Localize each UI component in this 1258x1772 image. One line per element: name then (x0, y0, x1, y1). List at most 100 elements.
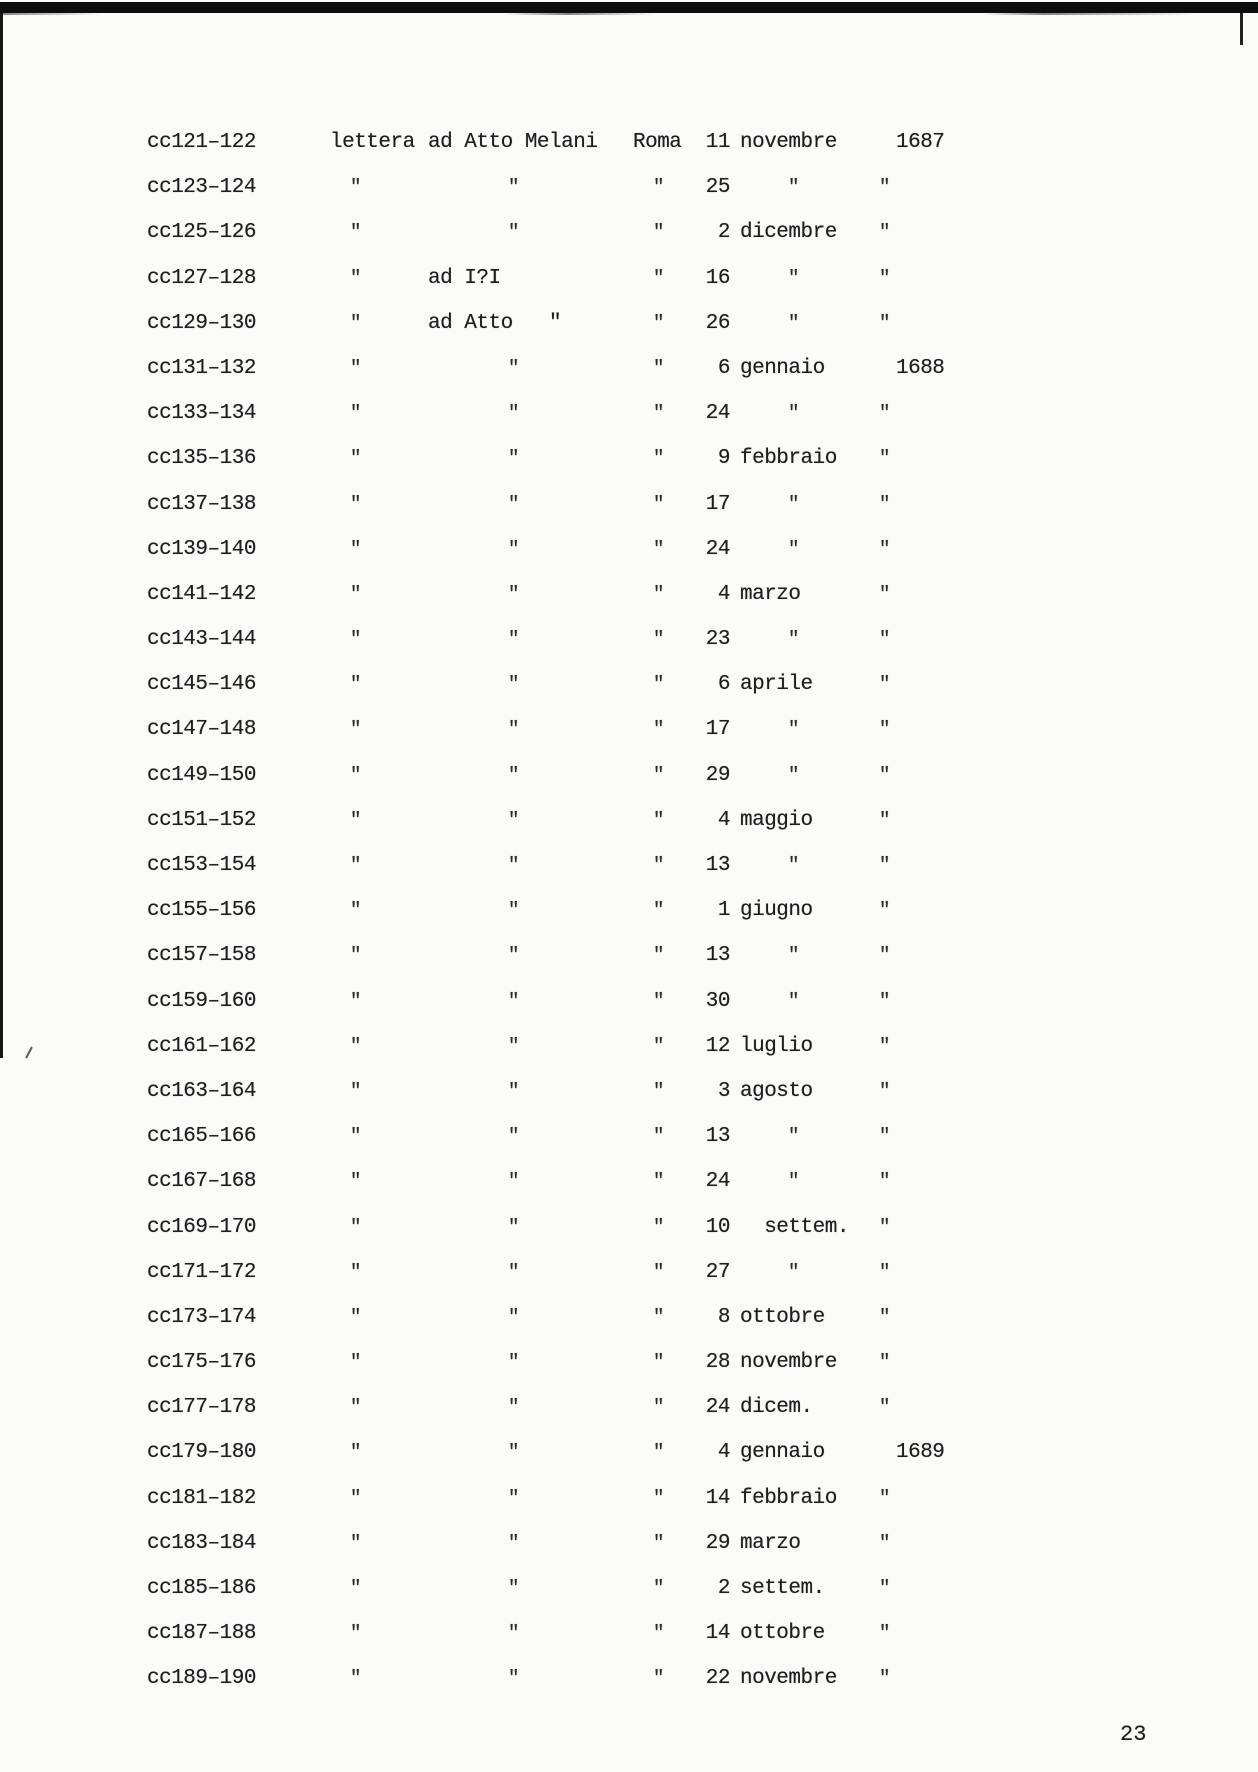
year: 1687 (896, 131, 945, 154)
year: " (879, 1577, 890, 1599)
addressee: " (508, 1260, 519, 1283)
doc-type: " (350, 1486, 361, 1509)
addressee: " (508, 447, 519, 470)
doc-type: lettera (330, 131, 415, 154)
doc-type: " (350, 447, 361, 470)
doc-type: " (350, 1396, 361, 1419)
place: " (653, 356, 664, 379)
folio-range: cc185–186 (147, 1577, 256, 1600)
day: 24 (705, 1170, 731, 1194)
doc-type: " (350, 854, 361, 876)
year: " (879, 582, 890, 605)
scan-top-edge-bar (0, 2, 1258, 15)
day: 25 (705, 176, 731, 200)
doc-type: " (350, 763, 361, 786)
doc-type: " (350, 1531, 361, 1554)
day: 13 (705, 944, 731, 968)
table-row: cc171–172 " " " 27 " " (0, 1250, 1258, 1295)
table-row: cc127–128 " ad I?I " 16 " " (0, 256, 1258, 301)
place: " (653, 1531, 664, 1554)
folio-range: cc165–166 (147, 1125, 256, 1149)
addressee: " (508, 628, 519, 651)
folio-range: cc137–138 (147, 492, 256, 516)
place: " (653, 447, 664, 470)
day: 22 (705, 1667, 731, 1691)
addressee: " (508, 1486, 519, 1509)
month: " (788, 1170, 799, 1193)
table-row: cc153–154 " " " 13 " " (0, 843, 1258, 888)
addressee: " (508, 763, 519, 786)
month: " (788, 718, 799, 741)
month: " (788, 944, 799, 967)
year: " (879, 1351, 890, 1374)
folio-range: cc179–180 (147, 1441, 256, 1465)
place: " (653, 1577, 664, 1599)
doc-type: " (350, 1034, 361, 1057)
folio-range: cc175–176 (147, 1351, 256, 1375)
table-row: cc185–186 " " " 2 settem. " (0, 1566, 1258, 1611)
place: " (653, 266, 664, 289)
folio-range: cc149–150 (147, 763, 256, 787)
day: 14 (705, 1622, 731, 1646)
place: " (653, 176, 664, 199)
addressee: " (508, 1622, 519, 1645)
day: 28 (705, 1351, 731, 1375)
doc-type: " (350, 1170, 361, 1193)
addressee: " (508, 1215, 519, 1238)
month: marzo (740, 582, 801, 606)
table-row: cc189–190 " " " 22 novembre " (0, 1656, 1258, 1701)
place: " (653, 899, 664, 922)
day: 2 (717, 1577, 731, 1600)
addressee: " (508, 1170, 519, 1193)
addressee: " (508, 537, 519, 560)
place: " (653, 402, 664, 425)
place: " (653, 1351, 664, 1374)
place: " (653, 1215, 664, 1238)
folio-range: cc153–154 (147, 854, 256, 877)
folio-range: cc145–146 (147, 673, 256, 697)
month: " (788, 537, 799, 560)
addressee: ad Atto Melani (428, 131, 598, 154)
addressee: " (508, 1305, 519, 1328)
doc-type: " (350, 537, 361, 560)
addressee: " (508, 854, 519, 876)
month: febbraio (740, 447, 837, 471)
folio-range: cc131–132 (147, 356, 256, 380)
table-row: cc139–140 " " " 24 " " (0, 527, 1258, 572)
doc-type: " (350, 1622, 361, 1645)
doc-type: " (350, 402, 361, 425)
day: 4 (717, 582, 731, 606)
addressee: " (508, 402, 519, 425)
year: 1688 (896, 356, 945, 380)
addressee: " (508, 1351, 519, 1374)
table-row: cc173–174 " " " 8 ottobre " (0, 1295, 1258, 1340)
addressee: " (508, 1531, 519, 1554)
place: Roma (633, 131, 682, 154)
folio-range: cc189–190 (147, 1667, 256, 1691)
place: " (653, 582, 664, 605)
month: " (788, 176, 799, 199)
place: " (653, 673, 664, 696)
addressee: " (508, 492, 519, 515)
table-row: cc177–178 " " " 24 dicem. " (0, 1385, 1258, 1430)
folio-range: cc183–184 (147, 1531, 256, 1555)
addressee: " (508, 582, 519, 605)
place: " (653, 854, 664, 876)
month: dicem. (740, 1396, 813, 1420)
folio-range: cc173–174 (147, 1305, 256, 1329)
table-row: cc159–160 " " " 30 " " (0, 979, 1258, 1024)
table-row: cc175–176 " " " 28 novembre " (0, 1340, 1258, 1385)
folio-range: cc161–162 (147, 1034, 256, 1058)
place: " (653, 1396, 664, 1419)
doc-type: " (350, 582, 361, 605)
folio-range: cc123–124 (147, 176, 256, 200)
month: " (788, 628, 799, 651)
day: 3 (717, 1079, 731, 1103)
month: " (788, 266, 799, 289)
month: gennaio (740, 356, 825, 380)
year: " (879, 402, 890, 425)
place: " (653, 1034, 664, 1057)
day: 30 (705, 989, 731, 1013)
folio-range: cc157–158 (147, 944, 256, 968)
place: " (653, 718, 664, 741)
